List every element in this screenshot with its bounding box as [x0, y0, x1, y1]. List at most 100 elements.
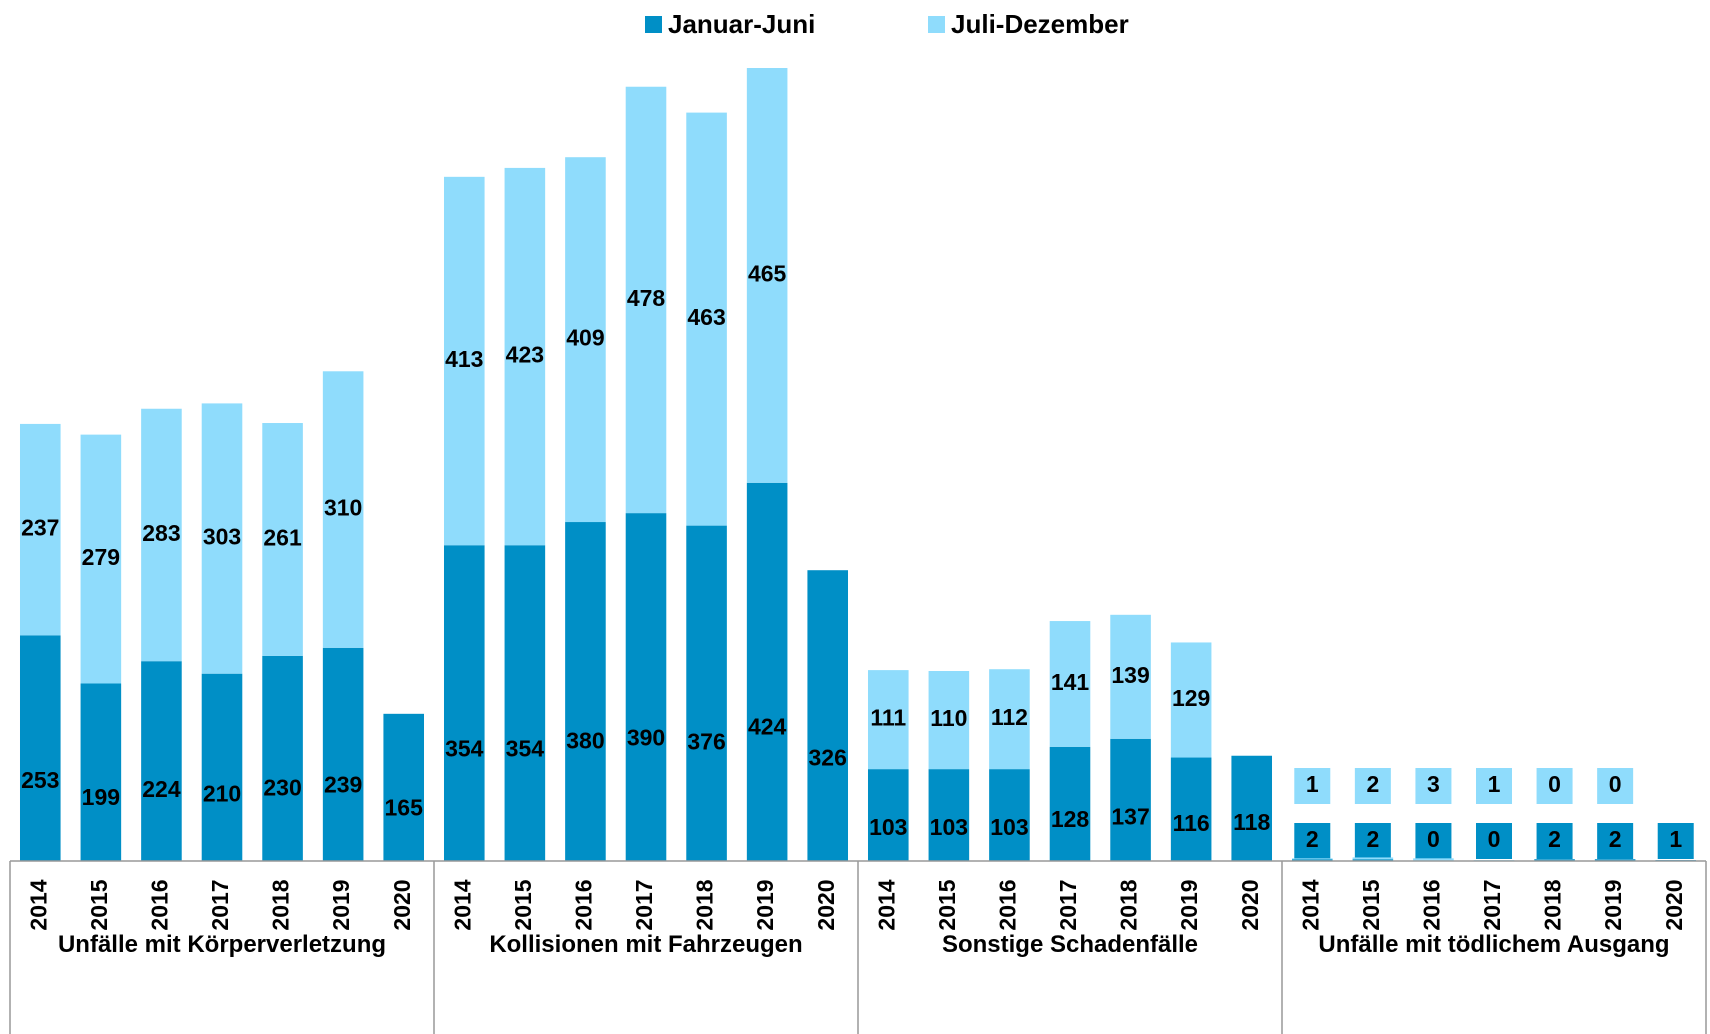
value-label: 326: [809, 744, 847, 770]
x-tick-label: 2014: [25, 879, 51, 930]
x-tick-label: 2018: [692, 879, 718, 930]
bar: [746, 68, 788, 483]
legend-label: Juli-Dezember: [951, 9, 1129, 39]
bar: [504, 167, 546, 546]
bar: [80, 683, 122, 861]
value-label: 2: [1366, 826, 1379, 852]
bar: [565, 157, 606, 523]
bar: [1049, 621, 1091, 747]
bar: [1352, 857, 1394, 860]
value-label: 409: [566, 325, 604, 351]
x-tick-label: 2020: [813, 879, 839, 930]
x-tick-label: 2019: [752, 879, 778, 930]
value-label: 129: [1172, 685, 1210, 711]
bar: [1291, 859, 1333, 861]
value-label: 279: [82, 544, 120, 570]
value-label: 261: [263, 525, 302, 551]
value-label: 111: [870, 705, 906, 731]
value-label: 2: [1548, 826, 1561, 852]
bar: [262, 423, 303, 656]
value-label: 380: [566, 727, 604, 753]
legend-label: Januar-Juni: [668, 9, 815, 39]
value-label: 354: [445, 736, 484, 762]
bar: [504, 545, 546, 861]
legend-swatch: [645, 16, 662, 33]
bar: [928, 671, 970, 770]
label-box: [1476, 823, 1512, 859]
x-tick-label: 2014: [449, 879, 475, 930]
x-tick-label: 2020: [389, 879, 415, 930]
bar: [1110, 738, 1151, 861]
bar: [1110, 614, 1151, 739]
label-box: [1294, 823, 1331, 859]
value-label: 463: [687, 304, 725, 330]
value-label: 116: [1173, 810, 1210, 836]
group-label: Kollisionen mit Fahrzeugen: [489, 931, 803, 958]
group-label: Sonstige Schadenfälle: [941, 931, 1199, 958]
x-tick-label: 2019: [1600, 879, 1626, 930]
label-box: [1536, 823, 1573, 859]
bar: [1170, 757, 1212, 861]
x-tick-label: 2020: [1661, 879, 1687, 930]
x-tick-label: 2014: [873, 879, 899, 930]
value-label: 0: [1548, 771, 1561, 797]
x-tick-label: 2015: [934, 879, 960, 930]
bar: [383, 713, 425, 861]
x-tick-label: 2018: [1540, 879, 1566, 930]
x-tick-label: 2015: [1358, 879, 1384, 930]
value-label: 139: [1111, 662, 1149, 688]
value-label: 310: [324, 495, 362, 521]
bar: [1352, 859, 1394, 861]
label-box: [1476, 768, 1512, 804]
x-tick-label: 2014: [1297, 879, 1323, 930]
x-tick-label: 2017: [207, 879, 233, 930]
bar: [989, 769, 1030, 861]
label-box: [1597, 768, 1634, 804]
x-tick-label: 2017: [1055, 879, 1081, 930]
x-tick-label: 2017: [1479, 879, 1505, 930]
label-box: [1415, 768, 1452, 804]
bar: [686, 525, 727, 861]
value-label: 1: [1306, 771, 1319, 797]
bar: [80, 434, 122, 684]
x-tick-label: 2015: [510, 879, 536, 930]
value-label: 423: [506, 342, 544, 368]
value-label: 137: [1111, 803, 1149, 829]
x-tick-label: 2019: [1176, 879, 1202, 930]
bar: [141, 661, 182, 861]
value-label: 354: [506, 736, 545, 762]
label-box: [1354, 768, 1391, 804]
label-box: [1536, 768, 1573, 804]
value-label: 1: [1669, 826, 1682, 852]
value-label: 141: [1051, 669, 1090, 695]
value-label: 110: [930, 705, 967, 731]
bar: [443, 176, 485, 546]
group-label: Unfälle mit tödlichem Ausgang: [1318, 931, 1670, 958]
bar: [746, 482, 788, 861]
bar: [19, 423, 61, 636]
value-label: 210: [203, 781, 241, 807]
x-tick-label: 2018: [1116, 879, 1142, 930]
value-label: 0: [1427, 826, 1440, 852]
label-box: [1597, 823, 1634, 859]
bar: [1534, 859, 1575, 861]
value-label: 237: [21, 515, 59, 541]
bar: [19, 635, 61, 861]
bar: [141, 408, 182, 662]
value-label: 3: [1427, 771, 1440, 797]
x-tick-label: 2016: [995, 879, 1021, 930]
value-label: 465: [748, 260, 787, 286]
label-box: [1657, 823, 1694, 859]
value-label: 413: [445, 346, 483, 372]
value-label: 2: [1609, 826, 1622, 852]
bar: [1049, 746, 1091, 861]
value-label: 230: [263, 774, 301, 800]
bar: [686, 112, 727, 526]
x-tick-label: 2016: [1419, 879, 1445, 930]
x-tick-label: 2018: [268, 879, 294, 930]
bar: [1413, 858, 1454, 861]
bar: [201, 673, 243, 861]
bar: [1594, 859, 1636, 861]
bar: [1231, 755, 1273, 861]
